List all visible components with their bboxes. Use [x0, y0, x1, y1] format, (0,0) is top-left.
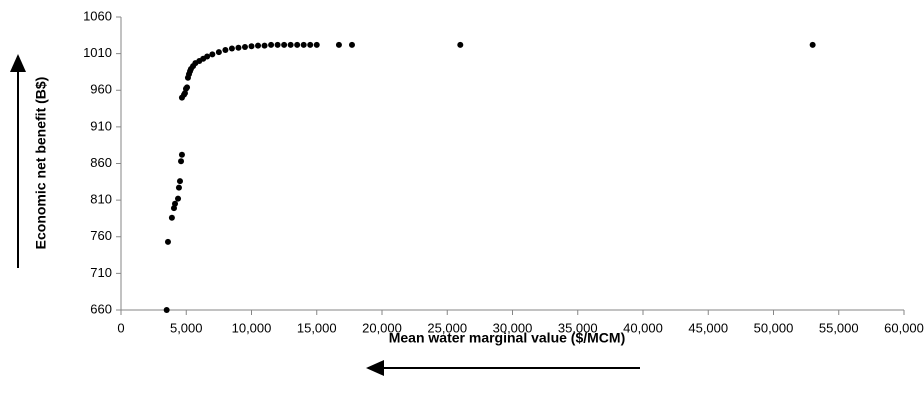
point: [457, 41, 464, 48]
point: [164, 238, 171, 245]
point: [163, 307, 170, 313]
y-tick-label: 1010: [83, 45, 112, 60]
point: [294, 41, 301, 48]
point: [287, 41, 294, 48]
y-tick-label: 660: [90, 301, 112, 316]
x-tick-label: 55,000: [819, 320, 859, 335]
point: [348, 41, 355, 48]
x-tick-label: 20,000: [362, 320, 402, 335]
point: [268, 41, 275, 48]
x-tick-label: 60,000: [884, 320, 924, 335]
y-tick-label: 710: [90, 265, 112, 280]
point: [215, 49, 222, 56]
point: [255, 42, 262, 49]
x-tick-label: 5,000: [170, 320, 203, 335]
point: [300, 41, 307, 48]
point: [209, 51, 216, 58]
point: [335, 41, 342, 48]
y-tick-label: 810: [90, 192, 112, 207]
point: [172, 200, 179, 207]
x-tick-label: 15,000: [297, 320, 337, 335]
point: [235, 44, 242, 51]
y-tick-label: 860: [90, 155, 112, 170]
point: [222, 46, 229, 53]
point: [281, 41, 288, 48]
y-tick-label: 1060: [83, 8, 112, 23]
point: [178, 158, 185, 165]
x-tick-label: 50,000: [754, 320, 794, 335]
point: [204, 53, 211, 60]
x-tick-label: 40,000: [623, 320, 663, 335]
point: [175, 184, 182, 191]
x-tick-label: 0: [117, 320, 124, 335]
point: [168, 214, 175, 221]
y-tick-label: 910: [90, 118, 112, 133]
x-tick-label: 10,000: [232, 320, 272, 335]
point: [261, 42, 268, 49]
x-tick-label: 25,000: [427, 320, 467, 335]
point: [176, 178, 183, 185]
point: [178, 151, 185, 158]
point: [307, 41, 314, 48]
point: [809, 41, 816, 48]
y-tick-label: 960: [90, 82, 112, 97]
point: [228, 45, 235, 52]
x-tick-label: 30,000: [493, 320, 533, 335]
point: [241, 44, 248, 51]
point: [248, 43, 255, 50]
point: [274, 41, 281, 48]
point: [184, 84, 191, 91]
point: [175, 195, 182, 202]
x-axis-label: Mean water marginal value ($/MCM): [389, 330, 626, 346]
y-tick-label: 760: [90, 228, 112, 243]
y-axis-label: Economic net benefit (B$): [33, 77, 49, 250]
point: [313, 41, 320, 48]
x-tick-label: 45,000: [688, 320, 728, 335]
x-tick-label: 35,000: [558, 320, 598, 335]
